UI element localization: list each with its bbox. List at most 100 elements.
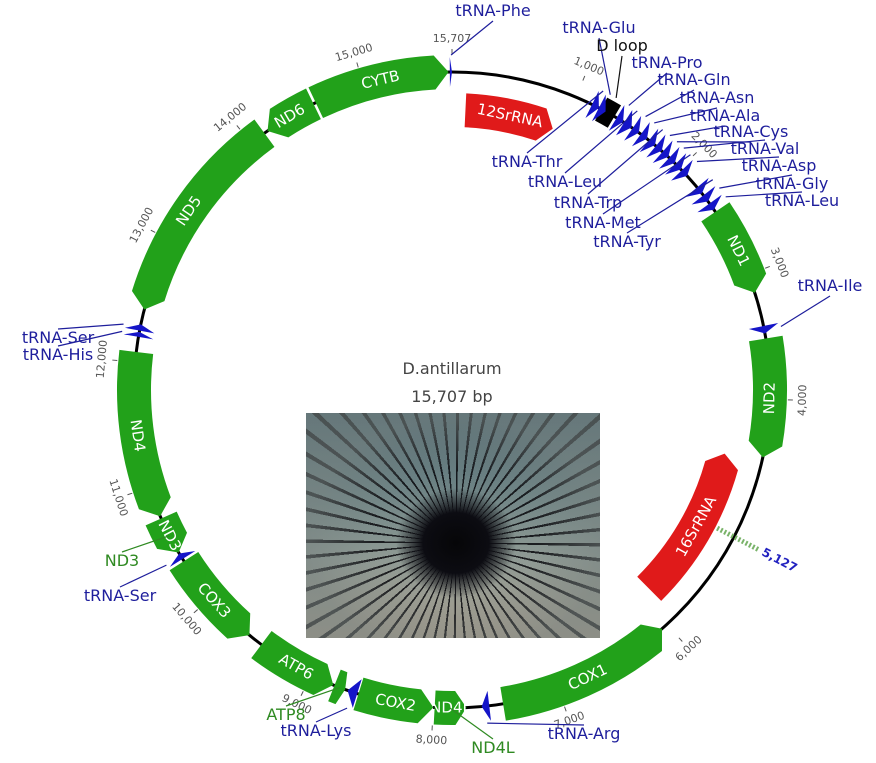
callout-leader (119, 564, 167, 588)
callout-trna-ser: tRNA-Ser (22, 328, 95, 347)
callout-trna-lys: tRNA-Lys (281, 721, 352, 740)
callout-trna-ala: tRNA-Ala (690, 106, 761, 125)
callout-leader (602, 154, 691, 215)
tick-mark (764, 265, 771, 269)
tick-mark (300, 691, 304, 696)
callout-leader (669, 125, 726, 137)
callout-leader (696, 156, 780, 163)
trna-cys-mark (652, 140, 673, 164)
trna-gly-mark (691, 186, 716, 205)
trna-asn-mark (631, 122, 650, 147)
callout-atp8: ATP8 (266, 705, 305, 724)
trna-ala-mark (646, 134, 666, 158)
callout-leader (57, 323, 124, 330)
nd4-label: ND4 (127, 418, 149, 453)
tick-mark (236, 125, 241, 130)
callout-d-loop: D loop (596, 36, 648, 55)
16srrna-arc (637, 453, 738, 601)
tick-mark (564, 706, 567, 712)
nd4-arc (116, 349, 171, 517)
callout-nd4l: ND4L (471, 738, 514, 757)
callout-trna-leu: tRNA-Leu (765, 191, 839, 210)
callout-leader (121, 535, 170, 553)
sea-urchin-photo (306, 413, 600, 638)
tick-label: 4,000 (795, 384, 809, 416)
callout-trna-phe: tRNA-Phe (455, 1, 530, 20)
trna-glu-mark (591, 94, 606, 122)
trna-val-mark (658, 146, 680, 169)
12srrna-arc (464, 93, 553, 141)
tick-mark (692, 152, 697, 157)
tick-label: 12,000 (94, 339, 110, 378)
callout-leader (615, 55, 623, 99)
callout-trna-asp: tRNA-Asp (742, 156, 817, 175)
trna-asp-mark (671, 159, 693, 181)
marker-label: 5,127 (759, 545, 799, 575)
nd2-arc (748, 335, 787, 458)
callout-leader (645, 89, 695, 118)
callout-trna-ile: tRNA-Ile (798, 276, 863, 295)
trna-phe-mark (449, 57, 452, 88)
trna-met-mark (665, 153, 687, 175)
tick-label: 6,000 (673, 633, 705, 664)
tick-label: 11,000 (106, 477, 130, 518)
callout-trna-his: tRNA-His (23, 345, 94, 364)
cox2-arc (353, 677, 434, 724)
cox1-arc (500, 624, 663, 721)
callout-leader (57, 330, 123, 347)
callout-trna-thr: tRNA-Thr (492, 152, 563, 171)
tick-label: 3,000 (768, 246, 792, 280)
nd2-label: ND2 (760, 382, 779, 415)
trna-leu-mark (697, 194, 722, 213)
trna-pro-mark (608, 105, 625, 131)
trna-trp-mark (639, 128, 659, 153)
feature-arcs: 12SrRNA16SrRNAND1ND2COX1ND4LCOX2ATP6COX3… (116, 55, 787, 725)
callout-trna-gly: tRNA-Gly (756, 174, 829, 193)
tick-mark (678, 637, 683, 642)
tick-label: 1,000 (572, 54, 606, 78)
tick-mark (127, 492, 133, 496)
atp8-arc (328, 669, 348, 705)
callout-trna-met: tRNA-Met (565, 213, 641, 232)
tick-label: 15,707 (433, 32, 472, 45)
trna-arg-mark (481, 690, 492, 721)
callout-nd3: ND3 (105, 551, 139, 570)
callout-trna-ser: tRNA-Ser (84, 586, 157, 605)
callout-leader (487, 722, 585, 726)
d-loop-mark (595, 97, 622, 128)
trna-tyr-mark (685, 177, 709, 197)
tick-mark (150, 229, 156, 233)
callout-trna-glu: tRNA-Glu (562, 18, 635, 37)
atp6-arc (251, 630, 334, 695)
tick-label: 8,000 (415, 732, 447, 747)
nd1-arc (701, 202, 767, 293)
tick-label: 13,000 (127, 205, 157, 245)
nd5-arc (131, 119, 275, 310)
callout-trna-trp: tRNA-Trp (554, 193, 622, 212)
nd6-arc (267, 88, 321, 138)
callout-trna-pro: tRNA-Pro (631, 53, 702, 72)
callout-leader (725, 191, 803, 198)
callout-trna-asn: tRNA-Asn (680, 88, 755, 107)
callout-leader (285, 686, 340, 707)
marker-line (708, 522, 761, 553)
callout-leader (683, 139, 766, 149)
callout-trna-tyr: tRNA-Tyr (593, 232, 661, 251)
callout-trna-arg: tRNA-Arg (548, 724, 621, 743)
callout-trna-leu: tRNA-Leu (528, 172, 602, 191)
callout-leader (654, 107, 718, 124)
callout-trna-gln: tRNA-Gln (657, 70, 730, 89)
callout-leader (780, 295, 831, 328)
trna-ile-mark (748, 322, 779, 334)
callout-leader (450, 20, 494, 56)
tick-label: 15,000 (334, 41, 375, 64)
trna-lys-mark (347, 679, 362, 708)
callout-leader (628, 72, 668, 106)
genome-length: 15,707 bp (411, 387, 492, 406)
tick-mark (582, 75, 586, 81)
tick-mark (356, 62, 359, 68)
callout-leader (526, 90, 604, 154)
trna-his-mark (123, 331, 154, 340)
